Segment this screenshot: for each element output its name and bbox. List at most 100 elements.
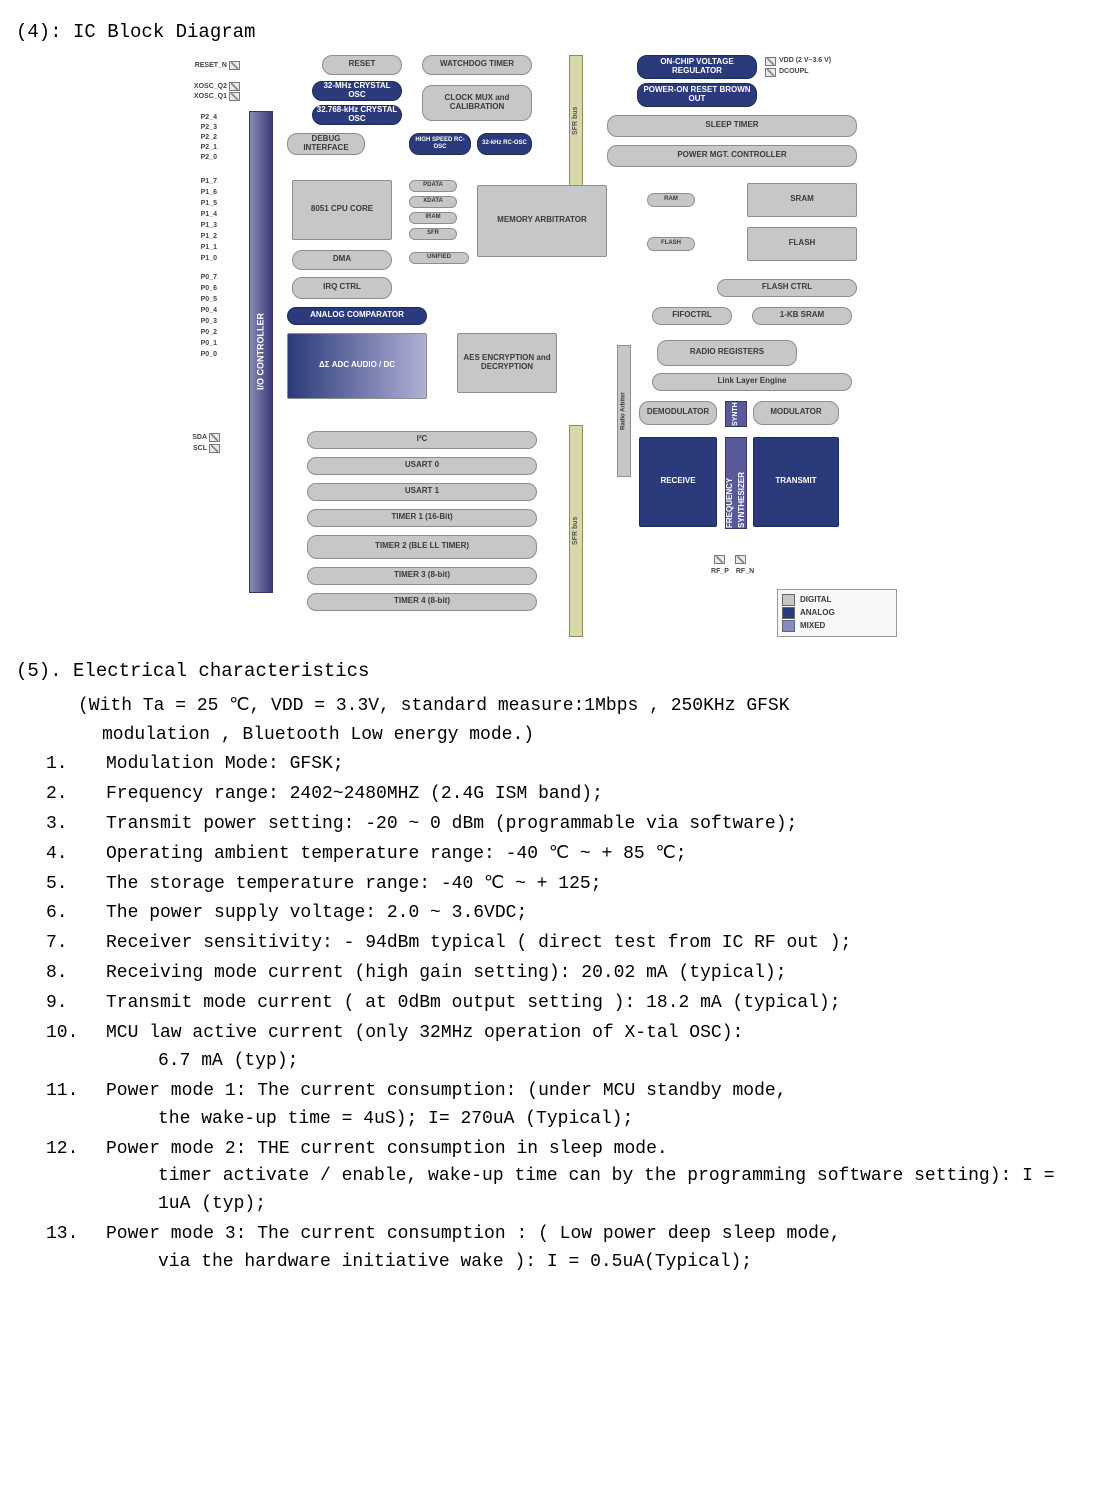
- block-freqsyn: FREQUENCY SYNTHESIZER: [725, 437, 747, 529]
- ec-item-number: 1.: [78, 751, 106, 779]
- pin-p0-7: P0_7: [177, 273, 217, 284]
- diagram-legend: DIGITAL ANALOG MIXED: [777, 589, 897, 637]
- section5-note-l2: modulation , Bluetooth Low energy mode.): [102, 722, 1078, 749]
- ec-item-number: 13.: [78, 1221, 106, 1249]
- block-clkmux: CLOCK MUX and CALIBRATION: [422, 85, 532, 121]
- pin-p1-4: P1_4: [177, 210, 217, 221]
- ec-item-sub: the wake-up time = 4uS); I= 270uA (Typic…: [110, 1106, 1078, 1134]
- block-unified: UNIFIED: [409, 252, 469, 264]
- ec-item-number: 12.: [78, 1136, 106, 1164]
- ec-item-number: 6.: [78, 900, 106, 928]
- ic-block-diagram: RESET_N XOSC_Q2 XOSC_Q1 P2_4 P2_3 P2_2 P…: [177, 55, 917, 637]
- block-i2c: I²C: [307, 431, 537, 449]
- pin-p1-3: P1_3: [177, 221, 217, 232]
- ec-item-number: 3.: [78, 811, 106, 839]
- block-cpu: 8051 CPU CORE: [292, 180, 392, 240]
- pin-p0-3: P0_3: [177, 317, 217, 328]
- block-transmit: TRANSMIT: [753, 437, 839, 527]
- legend-analog: ANALOG: [800, 607, 835, 619]
- ec-item: 5. The storage temperature range: -40 ℃ …: [78, 871, 1078, 899]
- ec-item: 2. Frequency range: 2402~2480MHZ (2.4G I…: [78, 781, 1078, 809]
- block-pmc: POWER MGT. CONTROLLER: [607, 145, 857, 167]
- pin-p1-6: P1_6: [177, 188, 217, 199]
- block-synth-small: SYNTH: [725, 401, 747, 427]
- pin-p1-0: P1_0: [177, 254, 217, 265]
- block-xdata: XDATA: [409, 196, 457, 208]
- pin-p2-0: P2_0: [177, 153, 217, 164]
- block-osc32k: 32.768-kHz CRYSTAL OSC: [312, 105, 402, 125]
- block-aes: AES ENCRYPTION and DECRYPTION: [457, 333, 557, 393]
- pin-p2-2: P2_2: [177, 133, 217, 144]
- pin-rfp: RF_P: [707, 567, 733, 578]
- block-usart0: USART 0: [307, 457, 537, 475]
- block-dma: DMA: [292, 250, 392, 270]
- pin-p2-3: P2_3: [177, 123, 217, 134]
- pin-dcoupl: DCOUPL: [779, 67, 839, 78]
- ec-item: 9. Transmit mode current ( at 0dBm outpu…: [78, 990, 1078, 1018]
- block-timer4: TIMER 4 (8-bit): [307, 593, 537, 611]
- block-osc32m: 32-MHz CRYSTAL OSC: [312, 81, 402, 101]
- ec-item: 11. Power mode 1: The current consumptio…: [78, 1078, 1078, 1134]
- block-onchipreg: ON-CHIP VOLTAGE REGULATOR: [637, 55, 757, 79]
- block-modulator: MODULATOR: [753, 401, 839, 425]
- block-sram: SRAM: [747, 183, 857, 217]
- block-reset: RESET: [322, 55, 402, 75]
- block-lle: Link Layer Engine: [652, 373, 852, 391]
- pin-p1-5: P1_5: [177, 199, 217, 210]
- section4-title: (4): IC Block Diagram: [16, 18, 1078, 47]
- block-usart1: USART 1: [307, 483, 537, 501]
- legend-mixed: MIXED: [800, 620, 825, 632]
- ec-item: 13. Power mode 3: The current consumptio…: [78, 1221, 1078, 1277]
- ec-item-number: 4.: [78, 841, 106, 869]
- block-fifoctrl: FIFOCTRL: [652, 307, 732, 325]
- block-flash: FLASH: [747, 227, 857, 261]
- block-pdata: PDATA: [409, 180, 457, 192]
- block-memarb: MEMORY ARBITRATOR: [477, 185, 607, 257]
- pin-scl: SCL: [177, 444, 207, 455]
- block-receive: RECEIVE: [639, 437, 717, 527]
- ec-item: 6. The power supply voltage: 2.0 ~ 3.6VD…: [78, 900, 1078, 928]
- block-analogcomp: ANALOG COMPARATOR: [287, 307, 427, 325]
- electrical-characteristics-list: 1. Modulation Mode: GFSK;2. Frequency ra…: [78, 751, 1078, 1277]
- legend-digital: DIGITAL: [800, 594, 831, 606]
- ec-item-number: 5.: [78, 871, 106, 899]
- pin-xoscq2: XOSC_Q2: [177, 82, 227, 93]
- ec-item: 8. Receiving mode current (high gain set…: [78, 960, 1078, 988]
- block-sfr: SFR: [409, 228, 457, 240]
- ec-item-sub: via the hardware initiative wake ): I = …: [110, 1249, 1078, 1277]
- io-controller-bar: I/O CONTROLLER: [249, 111, 273, 593]
- ec-item-number: 8.: [78, 960, 106, 988]
- pin-reset-n: RESET_N: [177, 61, 227, 72]
- pin-p2-4: P2_4: [177, 113, 217, 124]
- block-adc: ΔΣ ADC AUDIO / DC: [287, 333, 427, 399]
- ec-item: 12. Power mode 2: THE current consumptio…: [78, 1136, 1078, 1220]
- block-ram-lbl: RAM: [647, 193, 695, 207]
- pin-xoscq1: XOSC_Q1: [177, 92, 227, 103]
- radio-arbiter-bar: Radio Arbiter: [617, 345, 631, 477]
- ec-item-number: 9.: [78, 990, 106, 1018]
- pin-p0-5: P0_5: [177, 295, 217, 306]
- block-radioreg: RADIO REGISTERS: [657, 340, 797, 366]
- block-watchdog: WATCHDOG TIMER: [422, 55, 532, 75]
- pin-p0-1: P0_1: [177, 339, 217, 350]
- pin-p0-0: P0_0: [177, 350, 217, 361]
- pin-p1-2: P1_2: [177, 232, 217, 243]
- block-debug: DEBUG INTERFACE: [287, 133, 365, 155]
- block-rc32k: 32-kHz RC-OSC: [477, 133, 532, 155]
- block-flashctrl: FLASH CTRL: [717, 279, 857, 297]
- pin-p1-7: P1_7: [177, 177, 217, 188]
- section5-body: (With Ta = 25 ℃, VDD = 3.3V, standard me…: [78, 693, 1078, 1277]
- pin-rfn: RF_N: [732, 567, 758, 578]
- sfr-bus-top: SFR bus: [569, 55, 583, 187]
- block-hsrc: HIGH SPEED RC-OSC: [409, 133, 471, 155]
- pin-p0-6: P0_6: [177, 284, 217, 295]
- pin-vdd: VDD (2 V–3.6 V): [779, 56, 869, 67]
- block-flash-lbl: FLASH: [647, 237, 695, 251]
- ec-item: 7. Receiver sensitivity: - 94dBm typical…: [78, 930, 1078, 958]
- pin-p0-2: P0_2: [177, 328, 217, 339]
- ec-item-sub: 6.7 mA (typ);: [110, 1048, 1078, 1076]
- ec-item-number: 2.: [78, 781, 106, 809]
- block-timer1: TIMER 1 (16-Bit): [307, 509, 537, 527]
- section5-title: (5). Electrical characteristics: [16, 657, 1078, 686]
- block-demod: DEMODULATOR: [639, 401, 717, 425]
